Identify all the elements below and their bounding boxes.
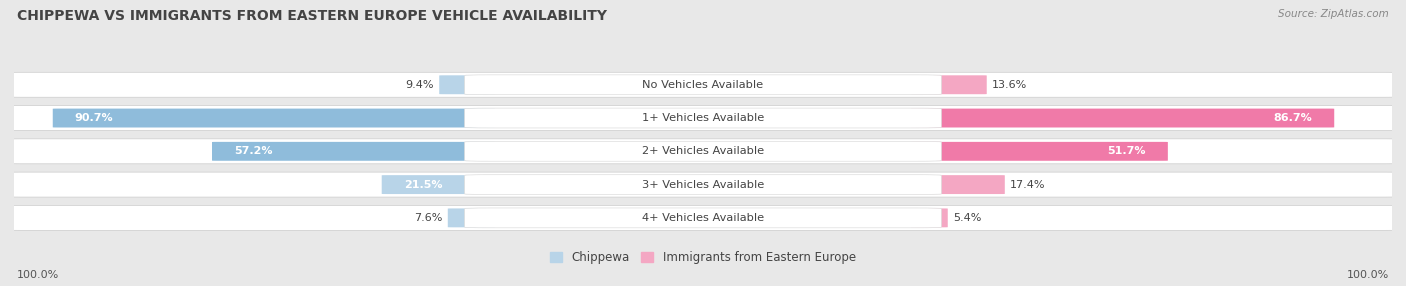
Text: 5.4%: 5.4% — [953, 213, 981, 223]
Text: 7.6%: 7.6% — [413, 213, 443, 223]
FancyBboxPatch shape — [447, 208, 495, 227]
Text: 4+ Vehicles Available: 4+ Vehicles Available — [643, 213, 763, 223]
Text: 57.2%: 57.2% — [233, 146, 273, 156]
FancyBboxPatch shape — [464, 75, 942, 95]
Text: No Vehicles Available: No Vehicles Available — [643, 80, 763, 90]
FancyBboxPatch shape — [464, 175, 942, 194]
FancyBboxPatch shape — [0, 172, 1406, 197]
FancyBboxPatch shape — [911, 208, 948, 227]
Text: 1+ Vehicles Available: 1+ Vehicles Available — [643, 113, 763, 123]
Text: 100.0%: 100.0% — [1347, 270, 1389, 280]
Text: 2+ Vehicles Available: 2+ Vehicles Available — [643, 146, 763, 156]
FancyBboxPatch shape — [381, 175, 495, 194]
FancyBboxPatch shape — [911, 142, 1168, 161]
Text: 90.7%: 90.7% — [75, 113, 114, 123]
FancyBboxPatch shape — [464, 108, 942, 128]
FancyBboxPatch shape — [464, 141, 942, 161]
Text: 17.4%: 17.4% — [1011, 180, 1046, 190]
Legend: Chippewa, Immigrants from Eastern Europe: Chippewa, Immigrants from Eastern Europe — [546, 247, 860, 269]
FancyBboxPatch shape — [0, 72, 1406, 97]
FancyBboxPatch shape — [911, 175, 1005, 194]
FancyBboxPatch shape — [0, 205, 1406, 230]
FancyBboxPatch shape — [212, 142, 495, 161]
FancyBboxPatch shape — [0, 106, 1406, 130]
FancyBboxPatch shape — [0, 139, 1406, 164]
Text: Source: ZipAtlas.com: Source: ZipAtlas.com — [1278, 9, 1389, 19]
FancyBboxPatch shape — [911, 109, 1334, 128]
Text: 9.4%: 9.4% — [405, 80, 433, 90]
FancyBboxPatch shape — [911, 75, 987, 94]
FancyBboxPatch shape — [464, 208, 942, 228]
Text: 13.6%: 13.6% — [993, 80, 1028, 90]
Text: 21.5%: 21.5% — [404, 180, 443, 190]
FancyBboxPatch shape — [439, 75, 495, 94]
Text: CHIPPEWA VS IMMIGRANTS FROM EASTERN EUROPE VEHICLE AVAILABILITY: CHIPPEWA VS IMMIGRANTS FROM EASTERN EURO… — [17, 9, 607, 23]
Text: 3+ Vehicles Available: 3+ Vehicles Available — [643, 180, 763, 190]
FancyBboxPatch shape — [53, 109, 495, 128]
Text: 100.0%: 100.0% — [17, 270, 59, 280]
Text: 86.7%: 86.7% — [1274, 113, 1312, 123]
Text: 51.7%: 51.7% — [1108, 146, 1146, 156]
